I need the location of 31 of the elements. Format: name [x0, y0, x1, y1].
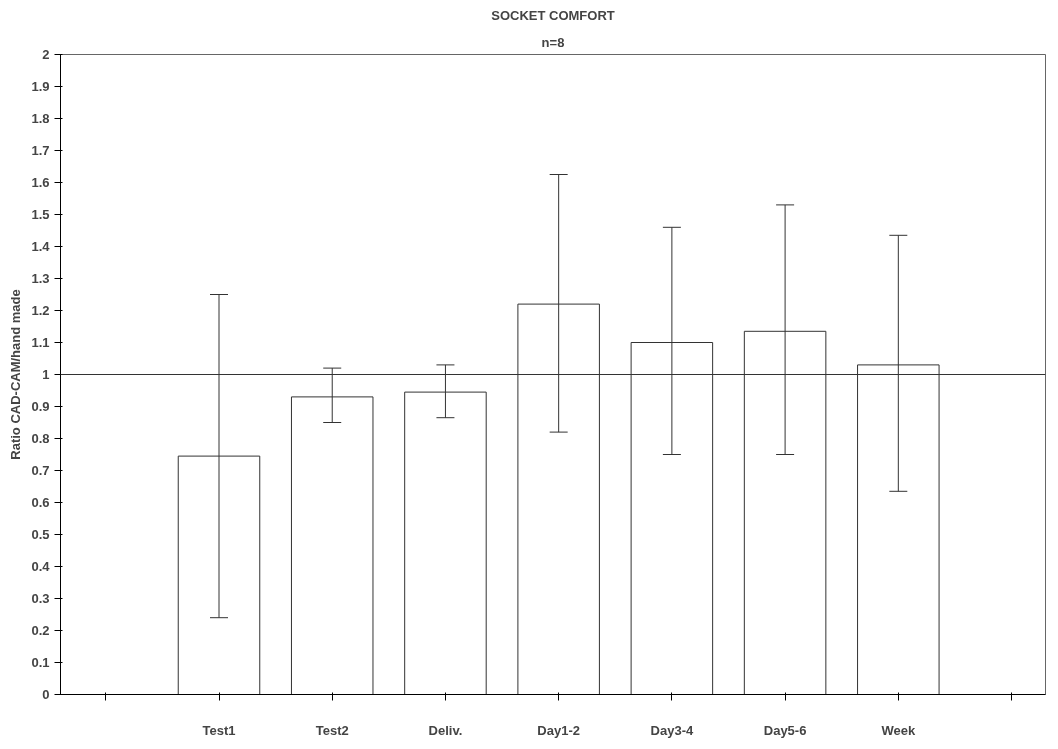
y-tick-label: 1.4 — [31, 239, 51, 254]
y-tick-label: 0.3 — [31, 591, 50, 606]
x-tick-label: Day5-6 — [763, 722, 807, 738]
y-tick-label: 1.1 — [31, 335, 50, 350]
x-tick-label: Deliv. — [428, 722, 463, 738]
y-tick-label: 1.7 — [31, 143, 50, 158]
y-tick-label: 2 — [42, 47, 50, 62]
y-tick-label: 0.6 — [31, 495, 50, 510]
y-tick-label: 1.6 — [31, 175, 50, 190]
y-tick-label: 1.8 — [31, 111, 50, 126]
y-tick-label: 0.2 — [31, 623, 50, 638]
y-tick-label: 0.7 — [31, 463, 50, 478]
y-tick-label: 1.3 — [31, 271, 50, 286]
x-tick-label: Test1 — [202, 722, 236, 738]
x-tick-label: Test2 — [315, 722, 349, 738]
y-tick-label: 0.1 — [31, 655, 50, 670]
x-tick-label: Day1-2 — [537, 722, 580, 738]
y-tick-label: 0.8 — [31, 431, 50, 446]
chart-title: SOCKET COMFORT — [491, 7, 615, 23]
y-tick-label: 1.2 — [31, 303, 50, 318]
y-tick-label: 0.4 — [31, 559, 51, 574]
y-tick-label: 0.5 — [31, 527, 50, 542]
y-tick-label: 1.5 — [31, 207, 50, 222]
y-tick-label: 1 — [42, 367, 50, 382]
y-axis-title: Ratio CAD-CAM/hand made — [8, 289, 24, 460]
y-tick-label: 0 — [42, 687, 50, 702]
y-tick-label: 1.9 — [31, 79, 50, 94]
chart-subtitle: n=8 — [541, 34, 565, 50]
y-tick-label: 0.9 — [31, 399, 50, 414]
x-tick-label: Day3-4 — [650, 722, 694, 738]
x-tick-label: Week — [881, 722, 916, 738]
